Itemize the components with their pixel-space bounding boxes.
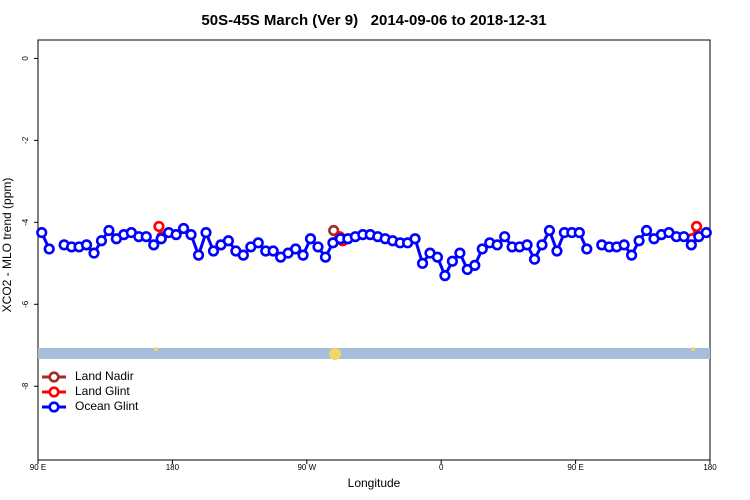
- data-point: [625, 249, 638, 261]
- y-axis-title: XCO2 - MLO trend (ppm): [0, 178, 14, 313]
- y-tick-label: -2: [21, 136, 30, 144]
- legend-swatch-point: [48, 401, 60, 413]
- data-point: [551, 245, 563, 257]
- legend-label: Land Glint: [75, 384, 130, 398]
- data-point: [528, 253, 541, 265]
- plot-frame: [37, 39, 711, 461]
- y-tick-label: -4: [21, 218, 30, 226]
- data-point: [95, 235, 108, 247]
- data-point: [312, 241, 324, 253]
- data-point: [700, 226, 712, 239]
- data-point: [454, 247, 466, 259]
- x-tick-label: 90 E: [567, 463, 583, 472]
- data-point: [304, 233, 317, 245]
- data-point: [155, 233, 167, 245]
- x-tick-label: 180: [703, 463, 717, 472]
- data-point: [222, 235, 234, 247]
- data-point: [148, 239, 160, 251]
- surface-dot: [691, 347, 695, 351]
- data-point: [88, 247, 100, 259]
- data-point: [36, 226, 48, 239]
- data-point: [431, 251, 444, 263]
- series-line: [157, 225, 698, 242]
- legend-swatch-point: [48, 371, 60, 383]
- data-point: [290, 243, 302, 255]
- x-tick-label: 90 W: [297, 463, 316, 472]
- data-point: [80, 239, 93, 251]
- data-point: [690, 220, 703, 233]
- data-point: [153, 220, 165, 233]
- data-point: [491, 239, 503, 251]
- data-point: [640, 224, 653, 237]
- data-point: [185, 229, 197, 241]
- data-point: [297, 249, 309, 261]
- legend-swatch-point: [48, 386, 60, 398]
- data-point: [439, 270, 451, 282]
- data-point: [685, 239, 697, 251]
- x-tick-label: 90 E: [30, 463, 46, 472]
- data-point: [573, 226, 585, 239]
- data-point: [252, 237, 264, 249]
- data-point: [140, 231, 152, 243]
- data-point: [170, 229, 182, 241]
- data-point: [200, 226, 212, 239]
- x-axis-title: Longitude: [348, 476, 401, 490]
- data-point: [207, 245, 220, 257]
- data-point: [103, 224, 115, 237]
- legend-label: Land Nadir: [75, 369, 134, 383]
- data-point: [43, 243, 55, 255]
- y-tick-label: -6: [21, 300, 30, 308]
- data-point: [409, 233, 421, 245]
- surface-band: [38, 348, 710, 359]
- data-point: [499, 231, 511, 243]
- data-point: [237, 249, 249, 261]
- x-tick-label: 180: [166, 463, 180, 472]
- data-point: [476, 243, 488, 255]
- data-point: [633, 235, 645, 247]
- data-point: [446, 255, 459, 267]
- data-point: [543, 224, 556, 237]
- data-point: [678, 231, 690, 243]
- data-point: [319, 251, 332, 263]
- data-point: [521, 239, 533, 251]
- data-point: [192, 249, 205, 261]
- data-point: [618, 239, 630, 251]
- legend-label: Ocean Glint: [75, 399, 139, 413]
- data-point: [536, 239, 548, 251]
- surface-dot: [154, 347, 158, 351]
- data-point: [469, 259, 481, 271]
- chart-title: 50S-45S March (Ver 9) 2014-09-06 to 2018…: [201, 12, 546, 29]
- data-point: [267, 245, 279, 257]
- data-point: [416, 257, 429, 269]
- data-point: [581, 243, 593, 255]
- x-tick-label: 0: [439, 463, 444, 472]
- data-point: [178, 222, 190, 235]
- y-tick-label: -8: [21, 382, 30, 390]
- y-tick-label: 0: [21, 56, 30, 61]
- surface-dot: [329, 348, 341, 360]
